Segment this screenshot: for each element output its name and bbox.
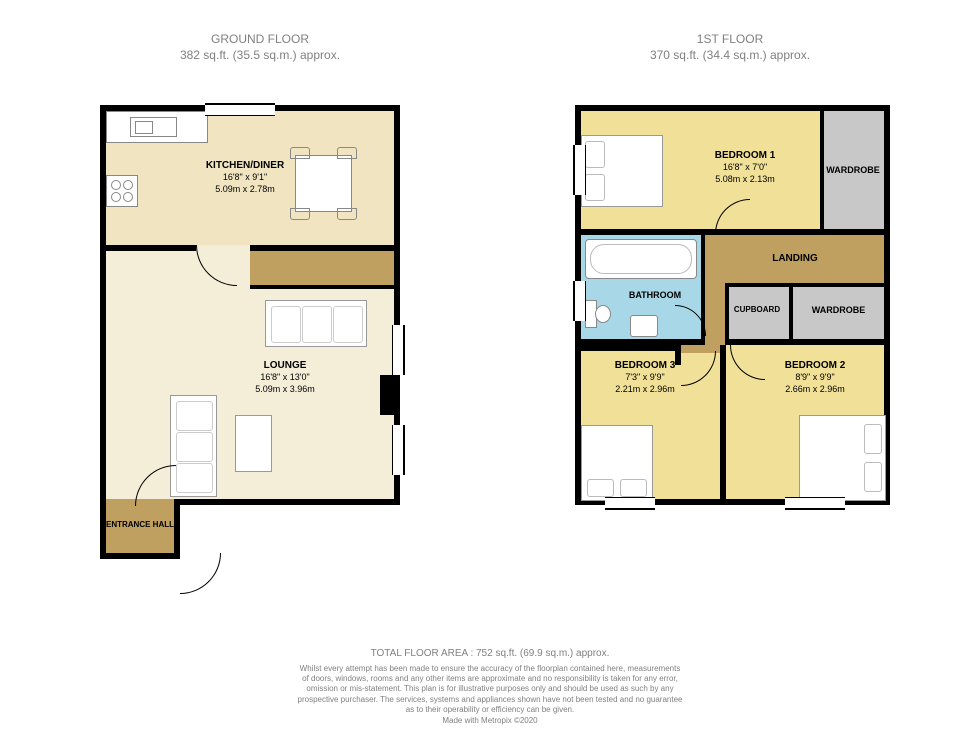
first-floor-plan: BEDROOM 1 16'8" x 7'0" 5.08m x 2.13m WAR… (575, 105, 890, 505)
lounge-pillar (380, 375, 394, 415)
bed2-bed (799, 415, 886, 501)
bathroom-label: BATHROOM (615, 290, 695, 301)
landing-label: LANDING (755, 253, 835, 265)
hall-label: ENTRANCE HALL (100, 520, 180, 530)
area-text: 382 sq.ft. (35.5 sq.m.) approx. (180, 48, 340, 62)
bed3-window (605, 497, 655, 510)
kitchen-label: KITCHEN/DINER 16'8" x 9'1" 5.09m x 2.78m (185, 160, 305, 196)
total-area: TOTAL FLOOR AREA : 752 sq.ft. (69.9 sq.m… (0, 647, 980, 660)
front-door (180, 553, 221, 594)
stairs-lower-wall (250, 285, 394, 289)
first-floor-title: 1ST FLOOR 370 sq.ft. (34.4 sq.m.) approx… (580, 32, 880, 63)
lounge-window-1 (392, 325, 405, 375)
ground-floor-title: GROUND FLOOR 382 sq.ft. (35.5 sq.m.) app… (110, 32, 410, 63)
wardrobe2-label: WARDROBE (793, 305, 884, 316)
bathtub (585, 239, 697, 279)
lounge-label: LOUNGE 16'8" x 13'0" 5.09m x 3.96m (225, 360, 345, 396)
kitchen-lounge-wall-left (106, 245, 196, 251)
bed1-bed (581, 135, 663, 207)
footer: TOTAL FLOOR AREA : 752 sq.ft. (69.9 sq.m… (0, 647, 980, 726)
coffee-table (235, 415, 272, 472)
bed2-window (785, 497, 845, 510)
bed2-label: BEDROOM 2 8'9" x 9'9" 2.66m x 2.96m (760, 360, 870, 396)
sofa-1 (265, 300, 367, 347)
lounge-window-2 (392, 425, 405, 475)
ground-floor-plan: KITCHEN/DINER 16'8" x 9'1" 5.09m x 2.78m… (85, 105, 400, 605)
chair (337, 147, 357, 159)
bed1-window (573, 145, 586, 195)
sofa-2 (170, 395, 217, 497)
cupboard-label: CUPBOARD (725, 305, 789, 315)
wardrobe1-label: WARDROBE (823, 165, 883, 176)
title-text: GROUND FLOOR (211, 32, 309, 46)
floorplan-canvas: GROUND FLOOR 382 sq.ft. (35.5 sq.m.) app… (0, 0, 980, 746)
area-text: 370 sq.ft. (34.4 sq.m.) approx. (650, 48, 810, 62)
bed3-bed (581, 425, 653, 501)
bath-window (573, 281, 586, 321)
kitchen-window (205, 103, 275, 116)
chair (290, 208, 310, 220)
chair (337, 208, 357, 220)
bed1-label: BEDROOM 1 16'8" x 7'0" 5.08m x 2.13m (685, 150, 805, 186)
title-text: 1ST FLOOR (697, 32, 763, 46)
basin (630, 315, 658, 337)
stairs (250, 251, 394, 285)
hob (106, 175, 138, 207)
bed3-label: BEDROOM 3 7'3" x 9'9" 2.21m x 2.96m (595, 360, 695, 396)
bed3-bed2-wall (720, 345, 726, 499)
toilet (585, 300, 605, 326)
sink (130, 117, 177, 137)
chair (290, 147, 310, 159)
